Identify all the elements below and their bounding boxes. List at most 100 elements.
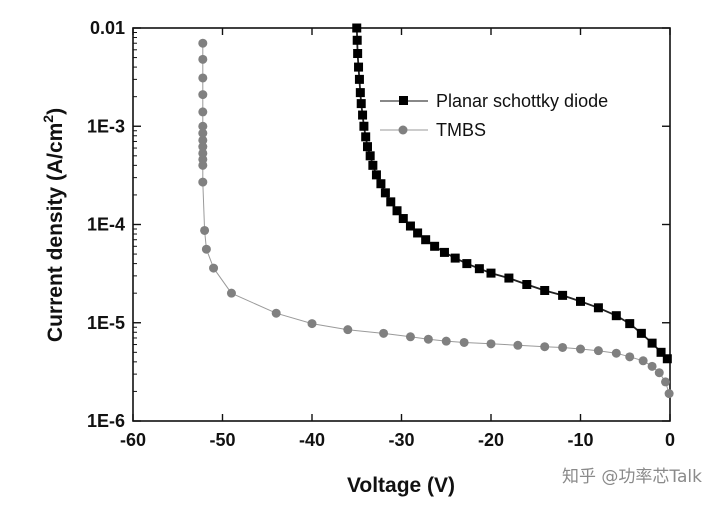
data-point-planar (361, 132, 371, 142)
data-point-tmbs (198, 142, 208, 152)
data-point-tmbs (198, 54, 208, 64)
data-point-tmbs (486, 339, 496, 349)
y-tick-label: 0.01 (90, 18, 125, 38)
data-point-tmbs (638, 356, 648, 366)
data-point-planar (450, 253, 460, 263)
data-point-planar (353, 49, 363, 59)
y-axis-title: Current density (A/cm2) (40, 108, 67, 342)
data-point-tmbs (198, 121, 208, 131)
data-point-tmbs (198, 73, 208, 83)
x-axis-title: Voltage (V) (347, 474, 455, 497)
watermark: 知乎 @功率芯Talk (562, 467, 702, 487)
data-point-planar (413, 228, 423, 238)
x-tick-label: -60 (120, 430, 146, 450)
legend-label-planar: Planar schottky diode (436, 91, 608, 111)
legend-entry-planar: Planar schottky diode (380, 91, 608, 111)
data-point-planar (398, 214, 408, 224)
data-point-tmbs (664, 389, 674, 399)
data-point-tmbs (661, 377, 671, 387)
x-tick-label: -10 (567, 430, 593, 450)
x-axis: -60 -50 -40 -30 -20 -10 0 (120, 28, 675, 450)
data-point-planar (625, 319, 635, 329)
data-point-tmbs (647, 361, 657, 371)
data-point-tmbs (209, 263, 219, 273)
data-point-tmbs (226, 288, 236, 298)
x-tick-label: -20 (478, 430, 504, 450)
y-axis: 1E-6 1E-5 1E-4 1E-3 0.01 (87, 18, 670, 431)
data-point-planar (355, 88, 365, 98)
data-point-planar (405, 221, 415, 231)
legend-entry-tmbs: TMBS (380, 120, 486, 140)
data-point-planar (611, 311, 621, 321)
legend-label-tmbs: TMBS (436, 120, 486, 140)
data-point-planar (371, 170, 381, 180)
y-tick-label: 1E-5 (87, 313, 125, 333)
data-point-tmbs (201, 244, 211, 254)
data-point-tmbs (593, 346, 603, 356)
data-point-planar (386, 197, 396, 207)
data-point-planar (368, 160, 378, 170)
x-tick-label: 0 (665, 430, 675, 450)
data-point-tmbs (343, 325, 353, 335)
data-point-tmbs (307, 319, 317, 329)
data-point-planar (430, 241, 440, 251)
data-point-tmbs (200, 225, 210, 235)
series-layer (198, 23, 674, 399)
data-point-tmbs (576, 344, 585, 354)
data-point-tmbs (271, 308, 281, 318)
data-point-planar (656, 347, 666, 357)
data-point-tmbs (198, 38, 208, 48)
data-point-planar (380, 188, 390, 198)
data-point-planar (593, 303, 603, 313)
data-point-tmbs (198, 128, 208, 138)
data-point-planar (354, 74, 364, 84)
data-point-planar (352, 35, 362, 45)
data-point-tmbs (198, 160, 208, 170)
x-tick-label: -50 (209, 430, 235, 450)
data-point-tmbs (441, 336, 451, 346)
data-point-planar (354, 62, 364, 72)
y-axis-title-superscript: 2 (40, 115, 56, 123)
data-point-planar (522, 280, 532, 290)
data-point-tmbs (198, 90, 208, 100)
data-point-tmbs (459, 337, 469, 347)
data-point-planar (439, 247, 449, 257)
data-point-planar (576, 296, 585, 306)
data-point-tmbs (423, 334, 433, 344)
data-point-planar (358, 110, 368, 120)
legend: Planar schottky diode TMBS (380, 91, 608, 140)
data-point-tmbs (625, 352, 635, 362)
data-point-planar (647, 338, 657, 348)
data-point-tmbs (540, 342, 550, 352)
data-point-planar (636, 328, 646, 338)
data-point-tmbs (198, 177, 208, 187)
data-point-planar (392, 206, 402, 216)
y-tick-label: 1E-6 (87, 411, 125, 431)
data-point-planar (662, 354, 672, 364)
data-point-planar (540, 285, 550, 295)
data-point-planar (365, 151, 375, 161)
data-point-tmbs (513, 340, 523, 350)
data-point-tmbs (611, 348, 621, 358)
data-point-planar (356, 99, 366, 109)
data-point-tmbs (379, 328, 389, 338)
data-point-tmbs (405, 332, 415, 342)
x-tick-label: -30 (388, 430, 414, 450)
y-axis-title-end: ) (44, 108, 67, 115)
data-point-planar (352, 23, 362, 33)
data-point-planar (462, 259, 472, 269)
data-point-planar (362, 142, 372, 152)
data-point-tmbs (198, 135, 208, 145)
data-point-tmbs (558, 342, 568, 352)
x-tick-label: -40 (299, 430, 325, 450)
data-point-planar (486, 268, 496, 278)
data-point-planar (359, 121, 369, 131)
data-point-planar (376, 179, 386, 189)
data-point-tmbs (654, 368, 664, 378)
y-axis-title-main: Current density (A/cm (44, 123, 67, 342)
data-point-planar (421, 235, 431, 245)
data-point-tmbs (198, 107, 208, 117)
data-point-planar (504, 273, 514, 283)
data-point-planar (474, 264, 484, 274)
